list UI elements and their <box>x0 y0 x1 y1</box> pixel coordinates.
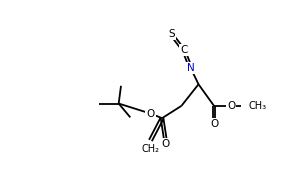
Text: CH₂: CH₂ <box>142 144 160 154</box>
Text: O: O <box>227 101 235 111</box>
Text: N: N <box>187 63 195 73</box>
Text: O: O <box>146 108 154 119</box>
Text: S: S <box>168 29 175 39</box>
Text: C: C <box>180 45 187 55</box>
Text: O: O <box>162 139 170 149</box>
Text: O: O <box>210 119 218 129</box>
Text: CH₃: CH₃ <box>248 101 266 111</box>
